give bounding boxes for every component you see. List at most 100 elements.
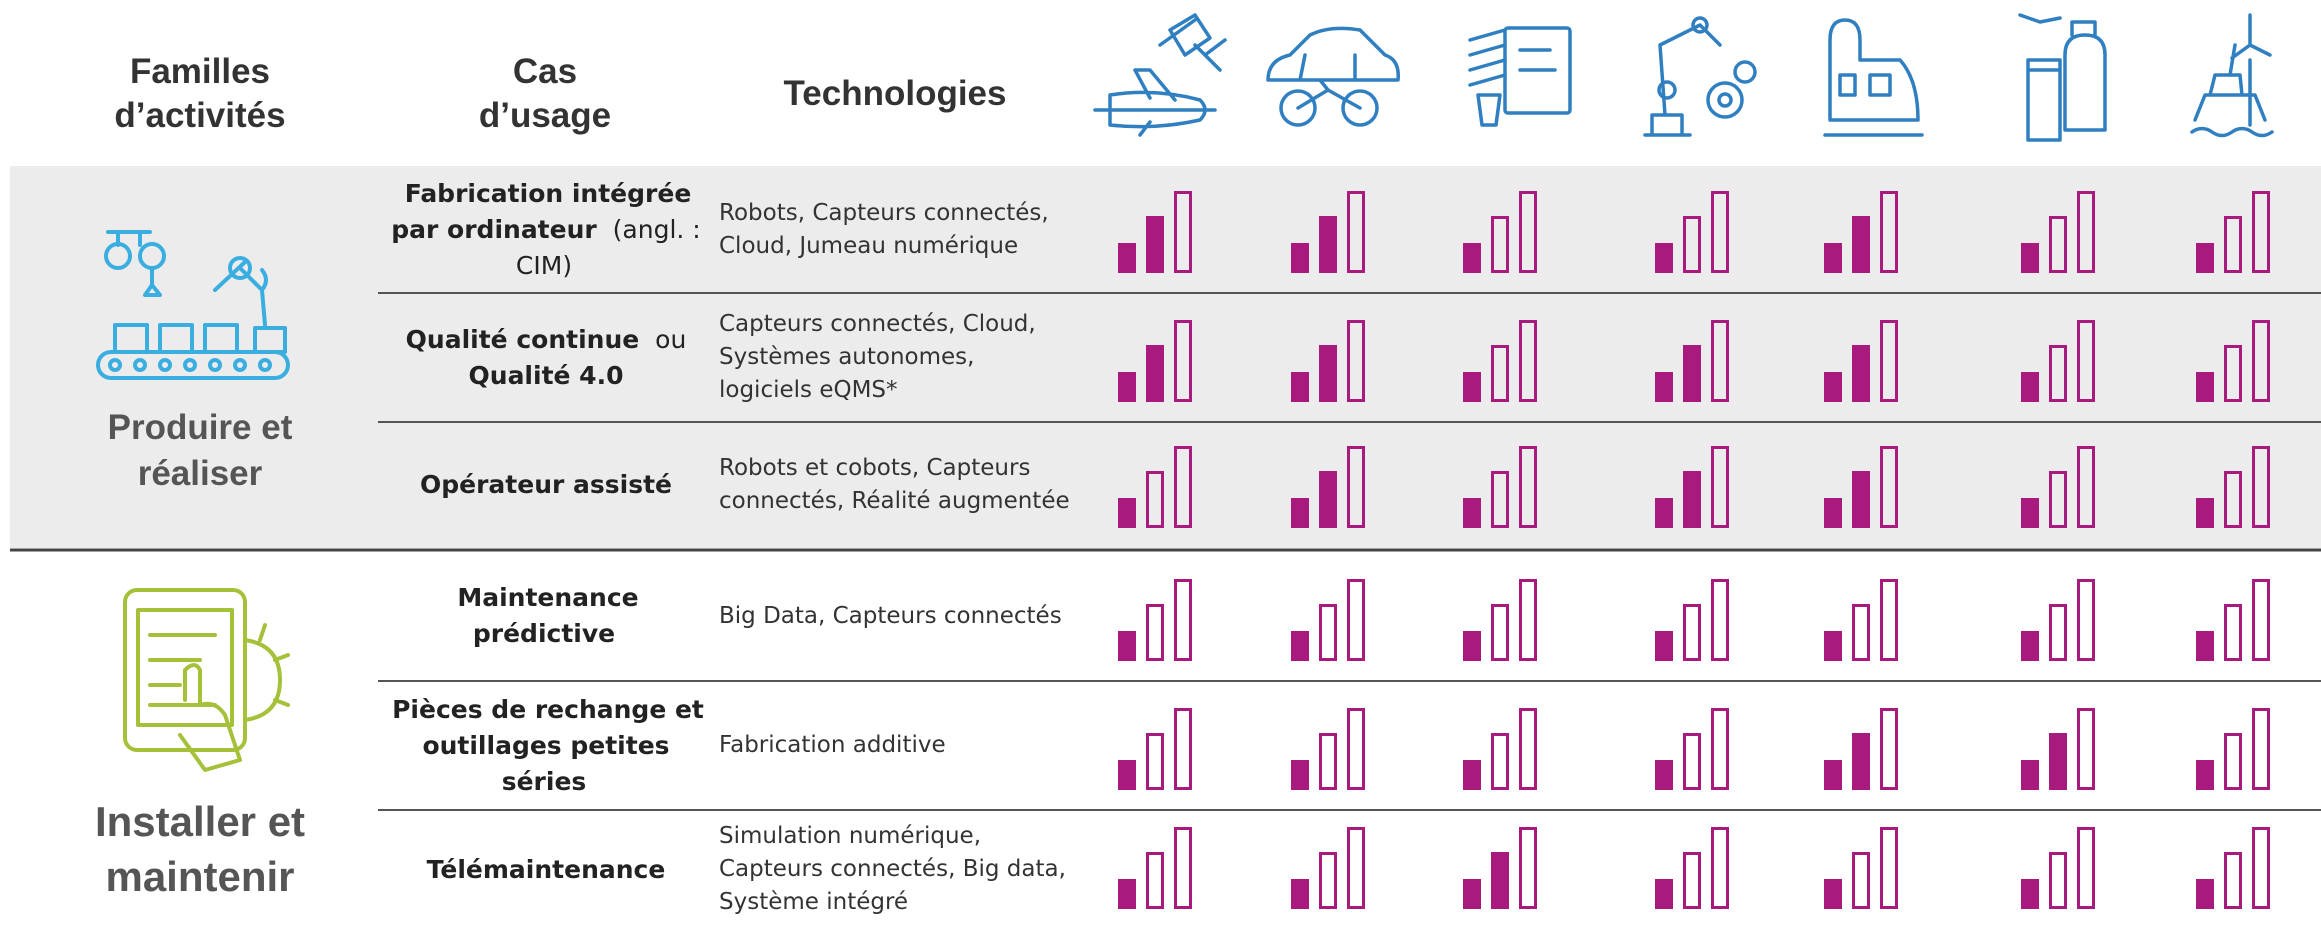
level-bar-empty xyxy=(1880,320,1898,402)
level-bar-empty xyxy=(1683,604,1701,661)
level-bar-filled xyxy=(1824,372,1842,402)
level-bar-empty xyxy=(1711,708,1729,790)
level-bar-empty xyxy=(2049,604,2067,661)
level-bar-empty xyxy=(1519,579,1537,661)
level-bar-empty xyxy=(1880,191,1898,273)
level-bar-empty xyxy=(1711,446,1729,528)
level-bar-empty xyxy=(1880,579,1898,661)
level-bar-filled xyxy=(2196,631,2214,661)
level-indicator xyxy=(2196,446,2270,528)
level-bar-empty xyxy=(2077,320,2095,402)
level-bar-empty xyxy=(1683,733,1701,790)
technologies: Simulation numérique, Capteurs connectés… xyxy=(719,823,1066,915)
level-bar-empty xyxy=(2224,345,2242,402)
level-indicator xyxy=(2196,579,2270,661)
level-bar-empty xyxy=(1711,827,1729,909)
level-bar-filled xyxy=(1463,760,1481,790)
level-indicator xyxy=(1463,579,1537,661)
level-bar-filled xyxy=(1655,879,1673,909)
level-bar-filled xyxy=(1655,243,1673,273)
level-bar-empty xyxy=(1683,852,1701,909)
level-bar-filled xyxy=(1852,216,1870,273)
use-case-text: Fabrication intégrée par ordinateur (ang… xyxy=(378,176,714,284)
level-bar-empty xyxy=(1146,604,1164,661)
level-bar-empty xyxy=(2077,191,2095,273)
level-bar-empty xyxy=(1491,604,1509,661)
family-label: Produire et réaliser xyxy=(107,408,293,493)
level-indicator xyxy=(1655,827,1729,909)
level-indicator xyxy=(1824,320,1898,402)
level-bar-empty xyxy=(1880,827,1898,909)
level-indicator xyxy=(1824,191,1898,273)
level-bar-filled xyxy=(1118,631,1136,661)
level-bar-empty xyxy=(1880,708,1898,790)
use-case-part: Qualité continue xyxy=(405,324,640,354)
level-bar-empty xyxy=(1683,216,1701,273)
level-bar-filled xyxy=(1463,498,1481,528)
level-bar-filled xyxy=(1824,760,1842,790)
level-bar-empty xyxy=(1519,827,1537,909)
level-bar-empty xyxy=(1347,708,1365,790)
level-bar-filled xyxy=(2196,879,2214,909)
level-bar-empty xyxy=(1491,471,1509,528)
level-indicator xyxy=(2021,579,2095,661)
level-indicator xyxy=(1824,827,1898,909)
use-case: Maintenance prédictive xyxy=(378,551,714,681)
level-bar-empty xyxy=(2224,604,2242,661)
use-case-text: Pièces de rechange et outillages petites… xyxy=(378,692,714,800)
level-bar-filled xyxy=(1824,243,1842,273)
level-bar-empty xyxy=(1880,446,1898,528)
level-bar-filled xyxy=(1291,760,1309,790)
use-case-part: Fabrication intégrée par ordinateur xyxy=(391,178,692,244)
level-indicator xyxy=(1824,579,1898,661)
icon-marine-energy xyxy=(2190,13,2274,138)
use-case-part: Télémaintenance xyxy=(426,854,666,884)
level-bar-filled xyxy=(2196,498,2214,528)
level-bar-empty xyxy=(1852,852,1870,909)
level-bar-empty xyxy=(1491,733,1509,790)
level-bar-filled xyxy=(1319,345,1337,402)
level-bar-filled xyxy=(1655,498,1673,528)
level-indicator xyxy=(2196,320,2270,402)
level-bar-filled xyxy=(1118,879,1136,909)
level-bar-filled xyxy=(1319,216,1337,273)
icon-packaging xyxy=(2018,13,2107,142)
level-bar-filled xyxy=(1319,471,1337,528)
level-bar-filled xyxy=(1146,345,1164,402)
level-indicator xyxy=(2021,191,2095,273)
level-bar-empty xyxy=(1146,733,1164,790)
level-bar-filled xyxy=(1683,345,1701,402)
level-bar-empty xyxy=(2224,733,2242,790)
level-bar-filled xyxy=(1463,879,1481,909)
level-bar-empty xyxy=(1347,320,1365,402)
level-indicator xyxy=(1291,191,1365,273)
level-indicator xyxy=(1118,320,1192,402)
level-bar-filled xyxy=(1655,372,1673,402)
level-bar-empty xyxy=(2252,446,2270,528)
level-bar-filled xyxy=(1683,471,1701,528)
level-bar-empty xyxy=(1491,216,1509,273)
level-bar-empty xyxy=(1519,446,1537,528)
level-bar-filled xyxy=(1824,879,1842,909)
level-bar-filled xyxy=(1655,631,1673,661)
level-bar-filled xyxy=(1824,631,1842,661)
level-bar-empty xyxy=(1711,191,1729,273)
level-indicator xyxy=(1655,320,1729,402)
level-bar-filled xyxy=(1291,498,1309,528)
use-case-text: Opérateur assisté xyxy=(416,467,676,503)
header-use-cases: Cas d’usage xyxy=(478,52,612,135)
level-bar-filled xyxy=(2196,243,2214,273)
icon-maintain xyxy=(123,588,290,772)
technologies: Robots, Capteurs connectés, Cloud, Jumea… xyxy=(719,199,1049,259)
level-indicator xyxy=(2196,827,2270,909)
level-bar-empty xyxy=(2224,471,2242,528)
level-bar-filled xyxy=(1824,498,1842,528)
use-case: Télémaintenance xyxy=(378,810,714,929)
level-bar-empty xyxy=(1174,708,1192,790)
level-bar-empty xyxy=(2224,216,2242,273)
level-indicator xyxy=(1291,320,1365,402)
level-bar-empty xyxy=(1174,827,1192,909)
header-technologies: Technologies xyxy=(783,74,1007,113)
level-indicator xyxy=(1118,191,1192,273)
level-bar-filled xyxy=(1118,372,1136,402)
